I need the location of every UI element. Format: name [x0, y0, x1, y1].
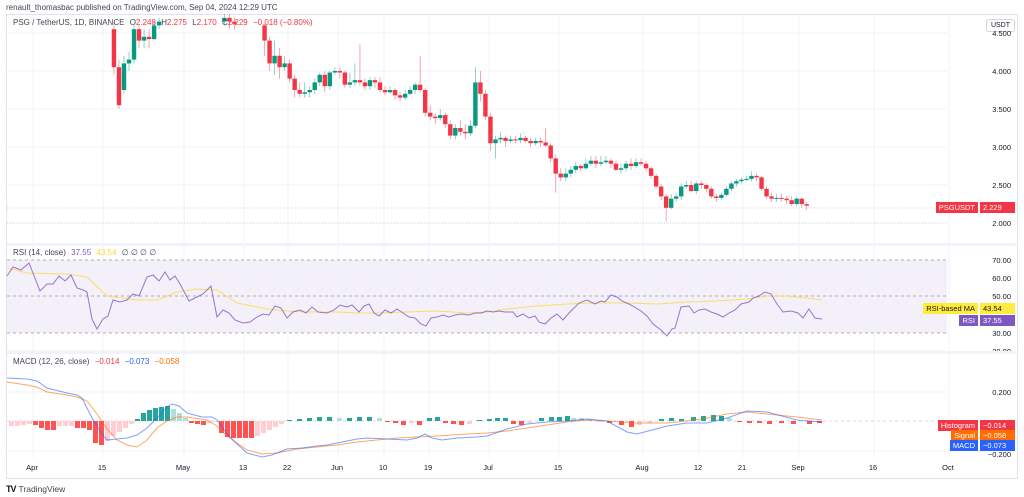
ohlc-low: L2.170	[192, 18, 217, 27]
time-axis-label: Sep	[791, 463, 805, 472]
time-axis-label: 15	[97, 463, 107, 472]
macd-axis-label: 0.200	[992, 388, 1011, 397]
macd-chart-svg	[6, 354, 950, 458]
macd-label-tag: MACD	[949, 440, 978, 451]
rsi-chart-svg	[6, 246, 950, 352]
signal-label-tag: Signal	[951, 430, 978, 441]
price-axis-label: 4.000	[992, 67, 1011, 76]
price-chart-svg	[7, 14, 950, 243]
time-axis-label: Apr	[26, 463, 38, 472]
price-axis-label: 2.000	[992, 219, 1011, 228]
time-axis-label: 10	[378, 463, 388, 472]
rsi-legend-name: RSI (14, close)	[13, 248, 66, 257]
time-axis-label: Oct	[942, 463, 954, 472]
last-price-value-tag: 2.229	[980, 202, 1015, 213]
rsi-pane[interactable]: RSI (14, close) 37.55 43.54 ∅ ∅ ∅ ∅ 70.0…	[6, 246, 1019, 356]
time-axis-label: 21	[737, 463, 747, 472]
time-axis-label: 13	[238, 463, 248, 472]
time-axis-label: Jul	[483, 463, 493, 472]
tradingview-footer[interactable]: TV TradingView	[6, 484, 65, 494]
ohlc-change: −0.018 (−0.80%)	[253, 18, 313, 27]
rsi-axis-label: 60.00	[992, 274, 1011, 283]
price-axis-label: 2.500	[992, 181, 1011, 190]
macd-histogram-legend-value: −0.014	[94, 357, 120, 366]
rsi-axis-label: 30.00	[992, 329, 1011, 338]
macd-value-tag: −0.073	[980, 440, 1015, 451]
macd-legend: MACD (12, 26, close) −0.014 −0.073 −0.05…	[13, 357, 182, 366]
signal-value-tag: −0.058	[980, 430, 1015, 441]
pane-divider[interactable]	[7, 243, 1019, 246]
rsi-value-tag: 37.55	[980, 315, 1015, 326]
currency-button[interactable]: USDT	[985, 19, 1015, 32]
rsi-ma-legend-value: 43.54	[96, 248, 117, 257]
macd-legend-value: −0.073	[124, 357, 150, 366]
macd-legend-name: MACD (12, 26, close)	[13, 357, 90, 366]
price-axis-label: 3.500	[992, 105, 1011, 114]
macd-axis-label: −0.200	[987, 450, 1011, 459]
rsi-axis-label: 70.00	[992, 256, 1011, 265]
time-axis-label: 16	[868, 463, 878, 472]
pane-divider[interactable]	[7, 351, 1019, 354]
time-axis-label: Jun	[330, 463, 344, 472]
tradingview-logo-icon: TV	[6, 484, 16, 494]
symbol-legend: PSG / TetherUS, 1D, BINANCE O2.248 H2.27…	[13, 18, 316, 27]
rsi-label-tag: RSI	[959, 315, 978, 326]
macd-signal-legend-value: −0.058	[154, 357, 180, 366]
price-axis-label: 3.000	[992, 143, 1011, 152]
ohlc-high: H2.275	[161, 18, 187, 27]
time-axis-label: 12	[693, 463, 703, 472]
time-axis-label: 22	[282, 463, 292, 472]
time-axis-label: 19	[423, 463, 433, 472]
time-axis-label: Aug	[635, 463, 649, 472]
tradingview-brand: TradingView	[18, 484, 66, 494]
rsi-axis-label: 50.00	[992, 292, 1011, 301]
last-price-symbol-tag: PSGUSDT	[935, 202, 978, 213]
rsi-ma-label-tag: RSI-based MA	[923, 303, 978, 314]
time-axis-label: 15	[553, 463, 563, 472]
ohlc-close: C2.229	[221, 18, 248, 27]
rsi-legend: RSI (14, close) 37.55 43.54 ∅ ∅ ∅ ∅	[13, 248, 159, 257]
rsi-legend-extras: ∅ ∅ ∅ ∅	[121, 248, 157, 257]
macd-pane[interactable]: MACD (12, 26, close) −0.014 −0.073 −0.05…	[6, 354, 1019, 459]
ohlc-open: O2.248	[129, 18, 156, 27]
histogram-value-tag: −0.014	[980, 420, 1015, 431]
rsi-legend-value: 37.55	[71, 248, 92, 257]
price-pane[interactable]: USDT PSG / TetherUS, 1D, BINANCE O2.248 …	[7, 14, 1019, 243]
symbol-name: PSG / TetherUS, 1D, BINANCE	[13, 18, 125, 27]
histogram-label-tag: Histogram	[937, 420, 978, 431]
time-axis-label: May	[175, 463, 191, 472]
chart-container[interactable]: USDT PSG / TetherUS, 1D, BINANCE O2.248 …	[6, 14, 1019, 479]
rsi-ma-value-tag: 43.54	[980, 303, 1015, 314]
price-axis-label: 4.500	[992, 29, 1011, 38]
publish-info: renault_thomasbac published on TradingVi…	[6, 3, 278, 12]
